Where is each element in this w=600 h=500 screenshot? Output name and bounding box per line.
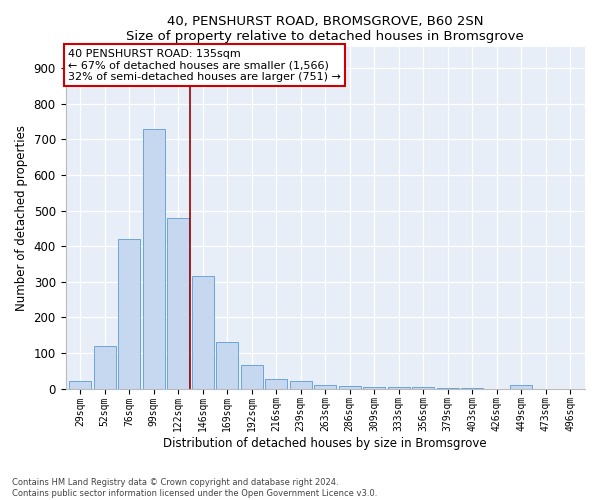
Bar (216, 342, 238, 388)
Text: Contains HM Land Registry data © Crown copyright and database right 2024.
Contai: Contains HM Land Registry data © Crown c… (12, 478, 377, 498)
X-axis label: Distribution of detached houses by size in Bromsgrove: Distribution of detached houses by size … (163, 437, 487, 450)
Text: 40 PENSHURST ROAD: 135sqm
← 67% of detached houses are smaller (1,566)
32% of se: 40 PENSHURST ROAD: 135sqm ← 67% of detac… (68, 48, 341, 82)
Title: 40, PENSHURST ROAD, BROMSGROVE, B60 2SN
Size of property relative to detached ho: 40, PENSHURST ROAD, BROMSGROVE, B60 2SN … (127, 15, 524, 43)
Bar (143, 129, 165, 388)
Bar (510, 385, 532, 388)
Bar (314, 385, 336, 388)
Bar (265, 378, 287, 388)
Bar (290, 382, 312, 388)
Y-axis label: Number of detached properties: Number of detached properties (15, 124, 28, 310)
Bar (241, 366, 263, 388)
Bar (388, 387, 410, 388)
Bar (94, 346, 116, 389)
Bar (69, 382, 91, 388)
Bar (363, 387, 385, 388)
Bar (118, 239, 140, 388)
Bar (192, 276, 214, 388)
Bar (339, 386, 361, 388)
Bar (167, 218, 189, 388)
